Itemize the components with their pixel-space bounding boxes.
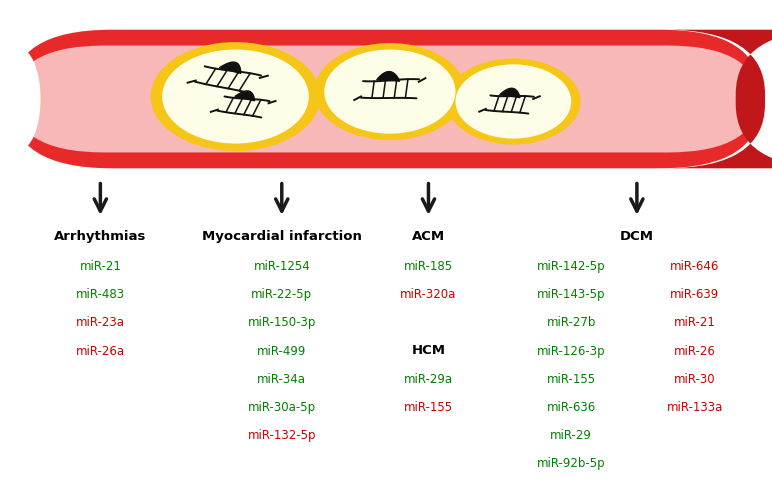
Text: miR-1254: miR-1254 (253, 260, 310, 273)
Text: miR-142-5p: miR-142-5p (537, 260, 605, 273)
Text: miR-29a: miR-29a (404, 373, 453, 386)
Circle shape (314, 43, 466, 140)
Text: miR-483: miR-483 (76, 288, 125, 301)
Text: miR-29: miR-29 (550, 429, 592, 442)
Text: Myocardial infarction: Myocardial infarction (201, 230, 362, 243)
Text: miR-636: miR-636 (547, 401, 596, 414)
Text: miR-499: miR-499 (257, 345, 306, 357)
Text: miR-132-5p: miR-132-5p (248, 429, 316, 442)
Text: miR-30: miR-30 (674, 373, 716, 386)
Text: miR-155: miR-155 (547, 373, 596, 386)
Circle shape (446, 58, 581, 145)
Text: miR-26: miR-26 (674, 345, 716, 357)
Polygon shape (219, 62, 241, 73)
Text: miR-320a: miR-320a (400, 288, 457, 301)
Circle shape (455, 64, 571, 139)
Text: miR-143-5p: miR-143-5p (537, 288, 605, 301)
Text: miR-21: miR-21 (674, 316, 716, 329)
Polygon shape (499, 88, 520, 98)
Text: miR-34a: miR-34a (257, 373, 306, 386)
Text: miR-27b: miR-27b (547, 316, 596, 329)
Text: miR-185: miR-185 (404, 260, 453, 273)
Text: miR-22-5p: miR-22-5p (251, 288, 313, 301)
Circle shape (151, 42, 320, 151)
Text: miR-30a-5p: miR-30a-5p (248, 401, 316, 414)
Polygon shape (235, 91, 255, 101)
Text: miR-92b-5p: miR-92b-5p (537, 457, 605, 470)
Text: miR-23a: miR-23a (76, 316, 125, 329)
Text: DCM: DCM (620, 230, 654, 243)
Text: miR-646: miR-646 (670, 260, 720, 273)
Circle shape (162, 50, 309, 144)
Text: ACM: ACM (412, 230, 445, 243)
Text: miR-150-3p: miR-150-3p (248, 316, 316, 329)
Text: miR-155: miR-155 (404, 401, 453, 414)
Ellipse shape (0, 48, 41, 150)
Polygon shape (377, 72, 400, 81)
Circle shape (324, 50, 455, 134)
FancyBboxPatch shape (12, 30, 760, 168)
Text: miR-126-3p: miR-126-3p (537, 345, 605, 357)
Text: miR-639: miR-639 (670, 288, 720, 301)
FancyBboxPatch shape (665, 30, 772, 168)
Text: Arrhythmias: Arrhythmias (54, 230, 147, 243)
Text: miR-26a: miR-26a (76, 345, 125, 357)
Text: miR-133a: miR-133a (666, 401, 723, 414)
FancyBboxPatch shape (12, 46, 760, 152)
Text: miR-21: miR-21 (80, 260, 121, 273)
Text: HCM: HCM (411, 344, 445, 356)
